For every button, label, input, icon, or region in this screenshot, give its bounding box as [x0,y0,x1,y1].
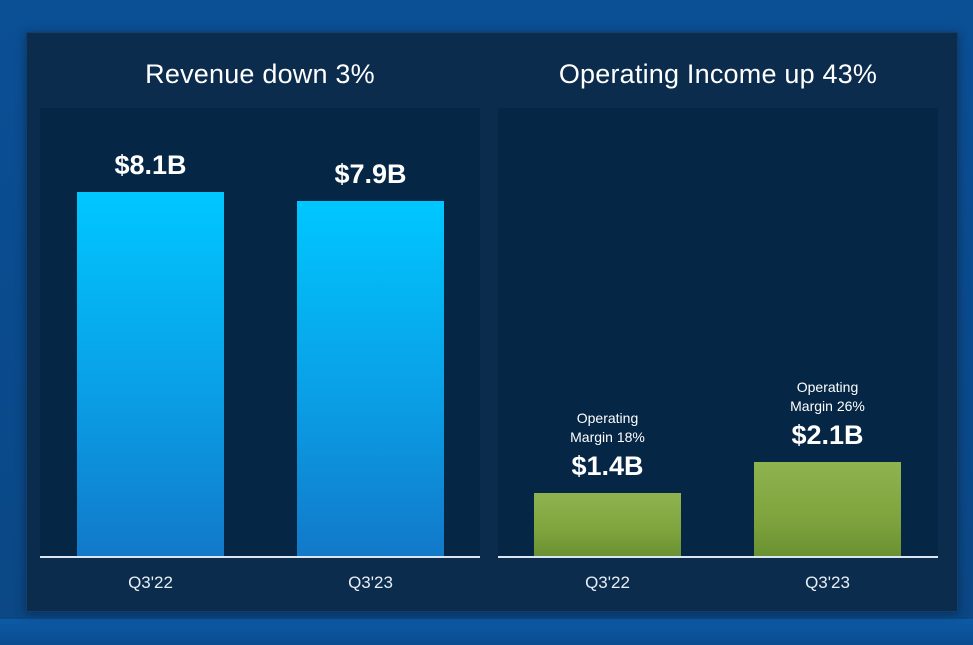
operating-income-chart-title: Operating Income up 43% [558,59,878,89]
operating-income-bar-q3-22 [534,493,681,556]
operating-margin-note-line1: Operating [576,410,639,426]
revenue-category-label-q3-22: Q3'22 [128,573,173,592]
operating-income-bar-q3-23 [754,461,901,556]
operating-margin-note-q3-23: Operating Margin 26% [748,378,908,416]
operating-income-value-label-q3-23: $2.1B [791,419,864,450]
operating-income-category-label-q3-23: Q3'23 [805,573,850,592]
operating-income-value-label-q3-22: $1.4B [571,451,644,481]
operating-margin-note-line1: Operating [796,378,859,395]
revenue-value-label-q3-22: $8.1B [114,149,187,180]
operating-income-category-label-q3-22: Q3'22 [585,573,630,592]
revenue-category-label-q3-23: Q3'23 [348,573,393,592]
revenue-bar-q3-22 [77,191,224,556]
operating-income-chart-baseline [498,556,938,558]
background-stripe [0,619,973,645]
operating-margin-note-q3-22: Operating Margin 18% [528,409,688,447]
revenue-chart-title: Revenue down 3% [145,59,375,89]
operating-margin-note-line2: Margin 18% [570,429,645,445]
revenue-chart-baseline [40,556,480,558]
operating-margin-note-line2: Margin 26% [790,397,865,414]
revenue-bar-q3-23 [297,200,444,556]
revenue-value-label-q3-23: $7.9B [334,158,407,189]
